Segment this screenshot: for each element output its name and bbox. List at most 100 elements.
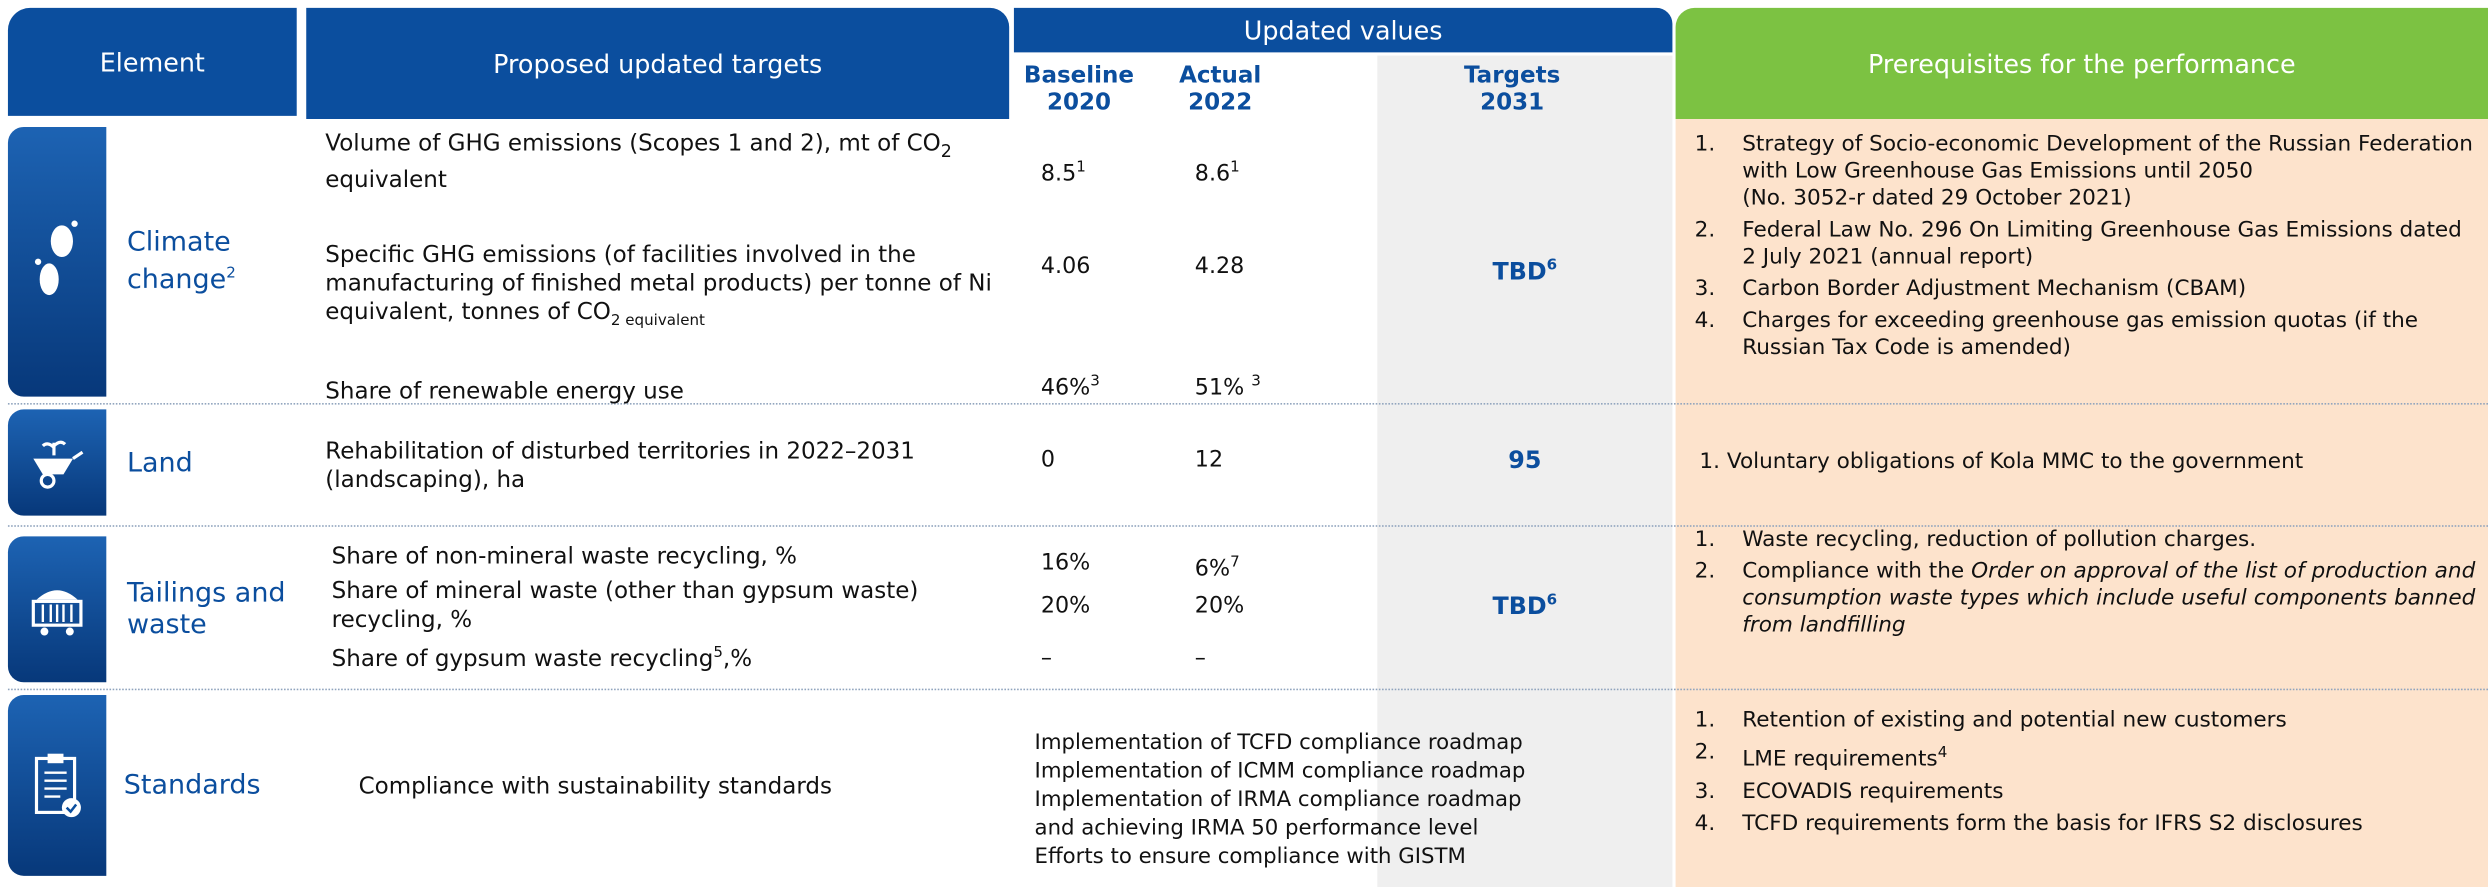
item-number: 1.	[1699, 449, 1720, 475]
footnote-ref: 4	[1937, 744, 1948, 762]
value: 8.5	[1040, 161, 1077, 187]
item-text: TCFD requirements form the basis for IFR…	[1742, 810, 2363, 837]
item-number: 3.	[1694, 276, 1716, 302]
text-line: Implementation of ICMM compliance roadma…	[1034, 760, 1526, 784]
element-name: Standards	[123, 769, 261, 802]
item-number: 2.	[1694, 739, 1716, 765]
item-text: Waste recycling, reduction of pollution …	[1742, 527, 2256, 554]
text: Voluntary obligations of Kola MMC to the…	[1726, 449, 2304, 475]
text: Share of non-mineral waste recycling, %	[331, 544, 798, 570]
value: 51%	[1194, 375, 1252, 401]
baseline-value: 0	[1041, 446, 1055, 475]
text-line: Efforts to ensure compliance with GISTM	[1034, 845, 1466, 870]
footnote-ref: 3	[1090, 372, 1100, 391]
prerequisite-item: 4. Charges for exceeding greenhouse gas e…	[1695, 308, 2476, 362]
item-text: Charges for exceeding greenhouse gas emi…	[1742, 308, 2475, 362]
italic-text: Order on approval of the list of product…	[1742, 558, 2476, 638]
text: Compliance with the	[1742, 558, 1972, 584]
element-label-text: Standards	[124, 770, 261, 802]
item-number: 1.	[1694, 131, 1716, 158]
item-number: 1.	[1694, 707, 1716, 734]
updated-values-text: Implementation of TCFD compliance roadma…	[1035, 730, 1526, 873]
target-header: Targets 2031	[1441, 63, 1584, 117]
climate-icon	[7, 126, 107, 397]
header-text: Baseline	[1023, 63, 1135, 89]
footnote-ref: 7	[1230, 553, 1240, 572]
item-text: Carbon Border Adjustment Mechanism (CBAM…	[1742, 276, 2246, 303]
prerequisite-item: 2. LME requirements4	[1695, 739, 2476, 773]
target-text: Rehabilitation of disturbed territories …	[325, 438, 1004, 495]
baseline-value: 8.51	[1041, 154, 1086, 188]
header-text: 2020	[1046, 90, 1111, 116]
actual-value: 51% 3	[1195, 368, 1261, 402]
text-line: and achieving IRMA 50 performance level	[1034, 817, 1479, 841]
clipboard-icon	[34, 753, 81, 818]
subscript: 2 equivalent	[610, 312, 705, 330]
cart-icon	[31, 590, 83, 636]
item-number: 4.	[1694, 307, 1716, 334]
item-text: Federal Law No. 296 On Limiting Greenhou…	[1742, 217, 2475, 271]
target-2031-value: TBD6	[1377, 252, 1672, 286]
text: LME requirements	[1742, 746, 1938, 772]
wheelbarrow-icon	[33, 439, 84, 488]
prerequisite-item: 1. Voluntary obligations of Kola MMC to …	[1699, 449, 2475, 476]
target-text: Volume of GHG emissions (Scopes 1 and 2)…	[325, 130, 1004, 195]
text: Rehabilitation of disturbed territories …	[325, 439, 915, 494]
footnote-ref: 3	[1251, 372, 1261, 391]
text: ,%	[722, 647, 753, 673]
actual-value: 6%7	[1195, 549, 1240, 583]
target-text: Share of mineral waste (other than gypsu…	[332, 578, 1011, 635]
element-label: Land	[127, 409, 294, 515]
footnote-ref: 6	[1546, 591, 1558, 610]
target-text: Share of renewable energy use	[325, 378, 1004, 407]
tailings-icon	[7, 536, 107, 683]
baseline-value: 4.06	[1041, 252, 1090, 281]
value: 16%	[1040, 550, 1091, 576]
item-number: 4.	[1694, 810, 1716, 836]
element-label: Tailings and waste	[127, 536, 294, 682]
element-label: Climate change2	[127, 127, 294, 397]
element-header: Element	[7, 7, 297, 116]
target-text: Compliance with sustainability standards	[359, 773, 1038, 802]
baseline-header: Baseline 2020	[1008, 63, 1151, 117]
baseline-value: 16%	[1041, 549, 1090, 578]
header-text: 2031	[1480, 90, 1545, 116]
target-2031-value: 95	[1377, 446, 1672, 475]
text: Carbon Border Adjustment Mechanism (CBAM…	[1742, 276, 2247, 302]
value: 95	[1508, 445, 1542, 475]
item-number: 2.	[1694, 217, 1716, 243]
footnote-ref: 1	[1230, 158, 1240, 177]
text: Volume of GHG emissions (Scopes 1 and 2)…	[325, 131, 941, 158]
prerequisites-list: 1. Waste recycling, reduction of pollutio…	[1695, 527, 2476, 644]
item-text: Retention of existing and potential new …	[1742, 708, 2287, 735]
item-number: 2.	[1694, 558, 1716, 584]
land-icon	[7, 409, 107, 516]
prerequisite-item: 1. Waste recycling, reduction of pollutio…	[1695, 527, 2476, 554]
header-text: Proposed updated targets	[493, 48, 823, 79]
target-text: Share of gypsum waste recycling5,%	[332, 639, 1011, 674]
text: TCFD requirements form the basis for IFR…	[1742, 810, 2363, 836]
targets-header: Proposed updated targets	[306, 7, 1010, 120]
item-text: Strategy of Socio-economic Development o…	[1742, 132, 2475, 213]
prerequisites-header: Prerequisites for the performance	[1675, 7, 2488, 120]
actual-header: Actual 2022	[1149, 63, 1292, 117]
footnote-ref: 6	[1546, 257, 1558, 275]
text: Waste recycling, reduction of pollution …	[1742, 526, 2257, 553]
item-number: 3.	[1694, 778, 1716, 804]
footprint-icon	[34, 220, 78, 296]
value: 20%	[1194, 593, 1245, 619]
value: 4.06	[1040, 253, 1091, 280]
header-text: 2022	[1188, 90, 1253, 116]
footnote-ref: 2	[226, 265, 236, 283]
element-label-text: Climate change2	[127, 227, 294, 296]
actual-value: 8.61	[1195, 154, 1240, 188]
text-line: Implementation of IRMA compliance roadma…	[1034, 788, 1522, 813]
text: Share of renewable energy use	[325, 379, 684, 405]
prerequisite-item: 3. Carbon Border Adjustment Mechanism (CB…	[1695, 276, 2476, 303]
item-text: LME requirements4	[1742, 739, 1947, 773]
value: 0	[1040, 447, 1056, 473]
target-text: Share of non-mineral waste recycling, %	[332, 543, 1011, 572]
header-text: Prerequisites for the performance	[1868, 48, 2296, 79]
value: TBD	[1492, 257, 1547, 286]
